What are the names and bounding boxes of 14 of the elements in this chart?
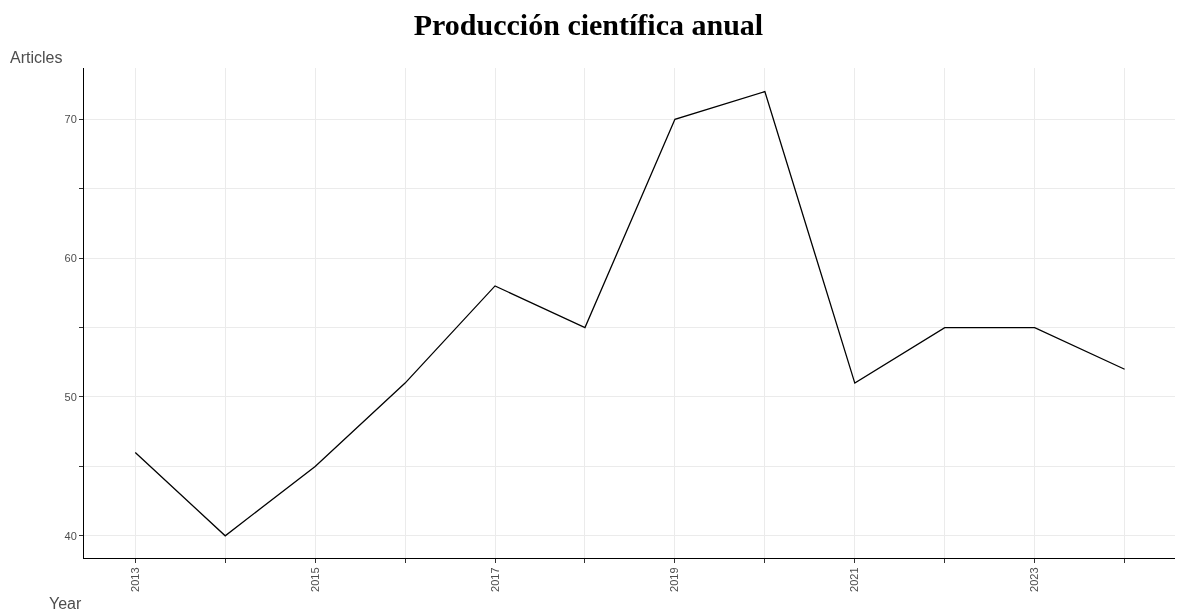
x-tick-label: 2023 — [1028, 567, 1041, 592]
y-axis-title: Articles — [10, 49, 63, 66]
y-tick-label: 70 — [64, 113, 77, 126]
x-axis-title: Year — [49, 595, 82, 612]
line-series — [134, 90, 1126, 537]
y-tick-label: 50 — [64, 390, 77, 403]
chart-title: Producción científica anual — [413, 8, 764, 42]
x-tick-label: 2013 — [128, 567, 141, 592]
x-tick-label: 2019 — [668, 567, 681, 592]
x-tick-label: 2015 — [308, 567, 321, 592]
x-tick-label: 2021 — [848, 567, 861, 592]
y-tick-label: 60 — [64, 252, 77, 265]
x-tick-label: 2017 — [488, 567, 501, 592]
y-tick-label: 40 — [64, 529, 77, 542]
